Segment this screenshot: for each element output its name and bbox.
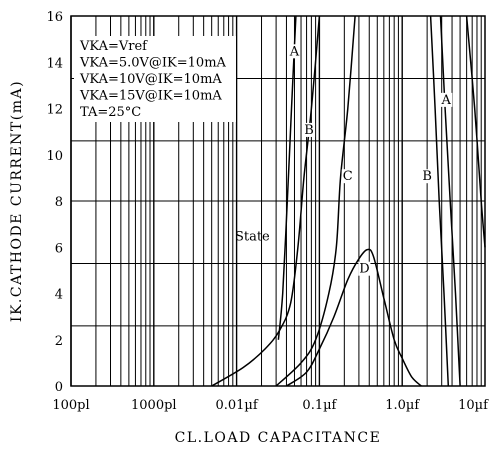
x-tick-label: 100pl — [52, 398, 89, 413]
curve-label-background — [288, 44, 301, 59]
curve-c — [275, 15, 356, 387]
ticks: 0 2 4 6 8 10 12 14 16 100pl 1000pl 0.01µf 0.1µf 1.0µf… — [46, 10, 489, 413]
y-tick-label: 4 — [55, 288, 63, 303]
y-tick-label: 6 — [55, 241, 63, 256]
curves — [211, 15, 486, 387]
curve-d — [286, 248, 422, 387]
curve-label-background — [341, 169, 354, 184]
curve-a — [439, 15, 461, 387]
curve-a — [277, 15, 297, 340]
x-tick-label: 1.0µf — [385, 398, 420, 413]
x-tick-label: 1000pl — [131, 398, 177, 413]
curve-label-background — [421, 169, 434, 184]
curve-labels: A A B B C D State — [235, 44, 453, 277]
curve-label-background — [303, 122, 316, 137]
legend-background — [74, 36, 236, 122]
plot-frame — [70, 15, 486, 387]
y-tick-label: 2 — [55, 334, 63, 349]
curve-c — [465, 15, 486, 248]
curve-label-b: B — [422, 169, 432, 184]
y-tick-label: 10 — [46, 149, 63, 164]
legend-line: VKA=5.0V@IK=10mA — [79, 56, 227, 71]
x-tick-label: 10µf — [458, 398, 489, 413]
y-tick-label: 14 — [46, 56, 63, 71]
y-tick-label: 16 — [46, 10, 63, 25]
curve-b — [211, 15, 321, 387]
curve-b — [429, 15, 450, 387]
curve-label-a: A — [289, 44, 300, 59]
y-tick-label: 0 — [55, 380, 63, 395]
curve-label-background — [440, 92, 453, 107]
curve-label-d: D — [359, 262, 369, 277]
y-tick-label: 8 — [55, 195, 63, 210]
legend-line: VKA=15V@IK=10mA — [79, 89, 222, 104]
x-axis-label: CL.LOAD CAPACITANCE — [175, 430, 382, 446]
curve-label-c: C — [343, 169, 353, 184]
annotation-state: State — [235, 229, 270, 244]
x-tick-label: 0.01µf — [215, 398, 258, 413]
legend-line: VKA=Vref — [79, 39, 148, 54]
legend-line: TA=25°C — [80, 105, 141, 120]
curve-label-background — [358, 261, 371, 276]
legend-line: VKA=10V@IK=10mA — [79, 72, 222, 87]
x-tick-label: 0.1µf — [302, 398, 337, 413]
y-axis-label: IK.CATHODE CURRENT(mA) — [9, 80, 25, 322]
curve-label-a: A — [441, 93, 452, 108]
curve-label-b: B — [304, 123, 314, 138]
y-tick-label: 12 — [46, 103, 63, 118]
